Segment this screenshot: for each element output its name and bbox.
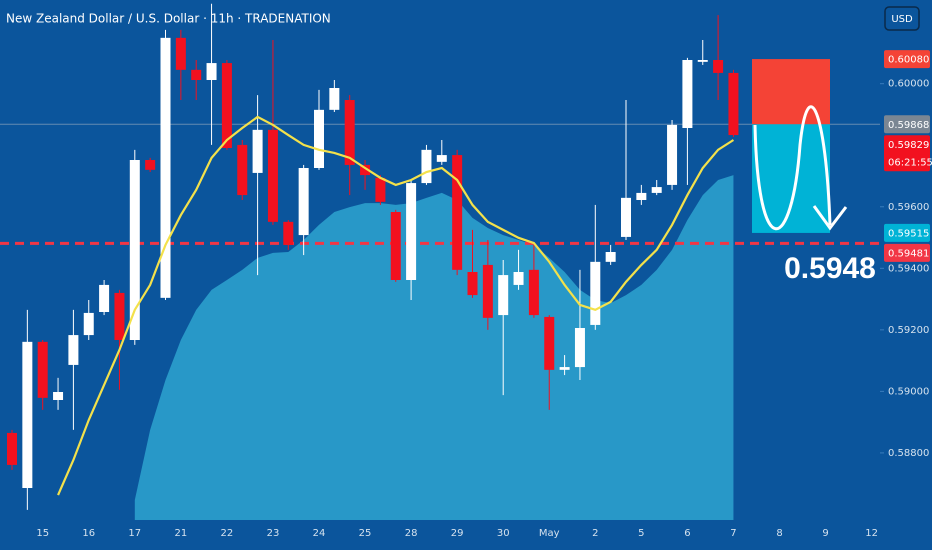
candle-body (267, 129, 278, 222)
candle-body (574, 328, 585, 368)
candle-body (544, 316, 555, 370)
price-label: 0.59829 (888, 140, 929, 151)
y-tick-label: 0.60000 (888, 79, 929, 90)
candle-body (590, 261, 601, 325)
moving-average (57, 115, 735, 496)
y-tick-label: 0.59400 (888, 263, 929, 274)
x-tick-label: 29 (451, 528, 464, 539)
candle-body (482, 264, 493, 318)
forecast-curve (753, 105, 832, 231)
candle-body (68, 335, 79, 365)
candle-body (559, 367, 570, 370)
x-tick-label: 5 (638, 528, 644, 539)
candle-body (728, 72, 739, 136)
candle-body (360, 164, 371, 176)
candle-body (651, 187, 662, 193)
candle-body (452, 155, 463, 270)
candle-body (467, 272, 478, 296)
price-label-box (884, 115, 930, 134)
candle-body (314, 109, 324, 168)
candle-body (99, 284, 110, 312)
candle-body (375, 177, 386, 202)
candle-body (114, 292, 125, 340)
candle-body (129, 160, 140, 340)
candle-body (498, 275, 509, 316)
candle-body (252, 129, 263, 173)
x-tick-label: 24 (313, 528, 326, 539)
x-tick-label: 9 (822, 528, 828, 539)
x-tick-label: May (539, 528, 560, 539)
x-tick-label: 6 (684, 528, 690, 539)
x-tick-label: 30 (497, 528, 510, 539)
price-label: 0.60080 (888, 55, 929, 66)
candle-body (344, 100, 355, 165)
x-tick-label: 25 (359, 528, 372, 539)
candle-body (160, 37, 171, 298)
x-tick-label: 7 (730, 528, 736, 539)
price-label: 0.59481 (888, 248, 929, 259)
candle-body (7, 432, 17, 465)
price-label: 0.59515 (888, 228, 929, 239)
forecast-arrowhead (812, 205, 848, 231)
candle-body (682, 60, 693, 128)
candle-body (175, 37, 186, 70)
x-tick-label: 8 (776, 528, 782, 539)
plot-area (0, 3, 880, 521)
candle-body (636, 192, 647, 200)
level-annotation: 0.5948 (784, 252, 876, 285)
candle-body (206, 63, 217, 80)
indicator-area (134, 175, 734, 521)
candle-body (528, 269, 539, 316)
candle-body (329, 88, 340, 110)
price-label: 0.59868 (888, 120, 929, 131)
x-tick-label: 21 (174, 528, 187, 539)
x-tick-label: 17 (128, 528, 141, 539)
y-tick-label: 0.59000 (888, 386, 929, 397)
y-tick-label: 0.58800 (888, 448, 929, 459)
currency-button[interactable] (884, 6, 920, 31)
currency-label: USD (891, 14, 913, 25)
candle-body (605, 252, 616, 262)
x-tick-label: 12 (865, 528, 878, 539)
y-tick-label: 0.59200 (888, 325, 929, 336)
candle-body (145, 160, 156, 170)
candle-body (237, 144, 248, 196)
candle-body (697, 60, 708, 62)
y-tick-label: 0.59600 (888, 202, 929, 213)
target-zone (752, 124, 830, 233)
x-tick-label: 23 (267, 528, 280, 539)
candle-body (83, 312, 94, 336)
candle-body (421, 149, 432, 184)
candle-body (406, 183, 417, 280)
x-tick-label: 15 (36, 528, 49, 539)
x-tick-label: 22 (221, 528, 234, 539)
price-label-box (884, 135, 930, 172)
x-tick-label: 28 (405, 528, 418, 539)
x-tick-label: 2 (592, 528, 598, 539)
candle-body (37, 341, 48, 398)
x-tick-label: 16 (82, 528, 95, 539)
price-label-box (884, 50, 930, 69)
candle-body (283, 221, 294, 245)
candle-body (298, 168, 309, 236)
chart-title: New Zealand Dollar / U.S. Dollar · 11h ·… (6, 12, 331, 26)
candle-body (713, 60, 724, 73)
price-label-box (884, 223, 930, 242)
candle-body (436, 155, 447, 162)
candle-body (513, 272, 524, 285)
countdown-label: 06:21:55 (888, 157, 932, 168)
candle-body (390, 212, 401, 280)
candle-body (53, 392, 64, 400)
candle-body (22, 341, 33, 488)
candle-body (191, 69, 202, 80)
candle-body (221, 63, 232, 149)
candle-body (667, 124, 678, 185)
price-label-box (884, 243, 930, 262)
candle-body (621, 197, 631, 237)
